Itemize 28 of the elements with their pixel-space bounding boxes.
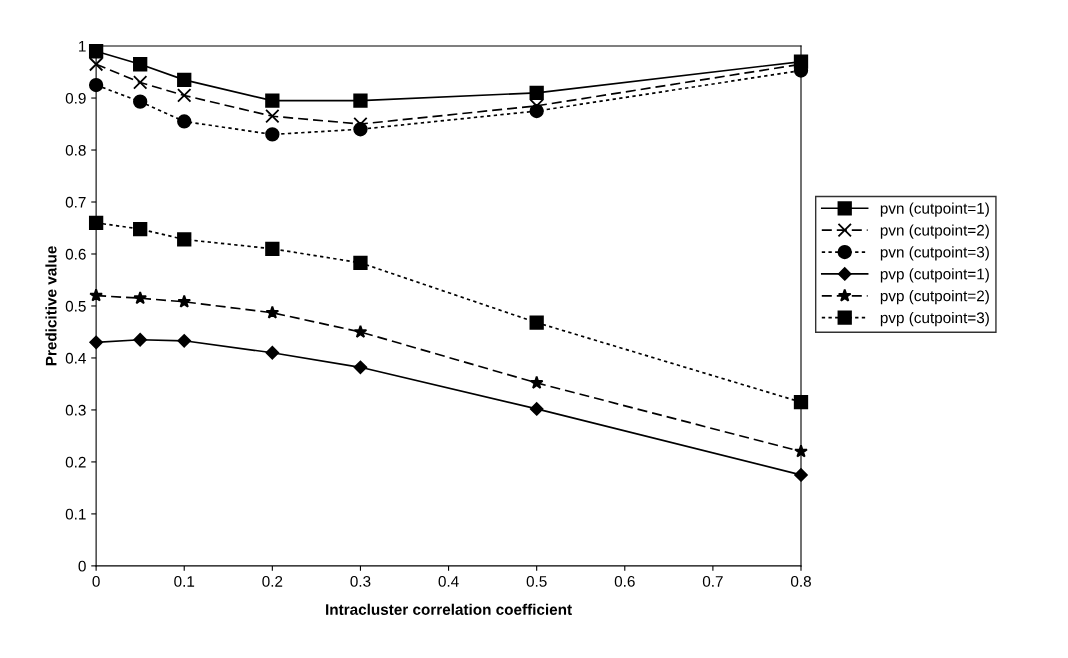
x-tick-label: 0.3 (350, 576, 371, 587)
x-tick-label: 0.7 (702, 576, 723, 587)
y-tick-label: 0.3 (65, 404, 86, 416)
y-tick-label: 0.5 (65, 300, 86, 312)
y-tick-label: 0 (78, 560, 86, 572)
x-axis-title: Intracluster correlation coefficient (326, 603, 572, 615)
y-tick-label: 0.1 (65, 508, 86, 520)
y-tick-label: 0.7 (65, 196, 86, 208)
x-tick-label: 0.8 (790, 576, 811, 587)
y-tick-label: 1 (79, 41, 86, 52)
legend-label: pvp (cutpoint=1) (880, 268, 989, 283)
legend-label: pvn (cutpoint=2) (880, 224, 989, 239)
y-tick-label: 0.9 (65, 92, 86, 104)
y-tick-label: 0.6 (65, 248, 86, 260)
legend-label: pvn (cutpoint=1) (880, 202, 989, 217)
y-axis-title: Predicitive value (45, 246, 57, 366)
legend-label: pvn (cutpoint=3) (880, 246, 989, 261)
x-tick-label: 0.2 (262, 576, 283, 587)
x-tick-label: 0 (92, 576, 100, 587)
x-tick-label: 0.5 (526, 576, 547, 587)
x-tick-label: 0.6 (614, 576, 635, 587)
legend-label: pvp (cutpoint=3) (880, 311, 989, 327)
y-tick-label: 0.4 (65, 352, 86, 364)
y-tick-label: 0.2 (65, 456, 86, 468)
x-tick-label: 0.4 (438, 576, 459, 587)
x-tick-label: 0.1 (174, 576, 195, 587)
y-tick-label: 0.8 (65, 144, 86, 156)
legend-label: pvp (cutpoint=2) (880, 290, 989, 305)
